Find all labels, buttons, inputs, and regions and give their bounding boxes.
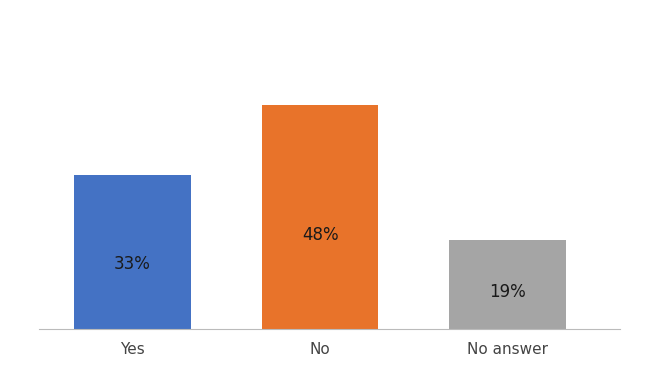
- Bar: [262, 105, 378, 329]
- Text: 33%: 33%: [114, 255, 151, 273]
- Bar: [74, 175, 191, 329]
- Text: 19%: 19%: [489, 283, 526, 301]
- Text: 48%: 48%: [302, 226, 339, 244]
- Bar: [450, 240, 566, 329]
